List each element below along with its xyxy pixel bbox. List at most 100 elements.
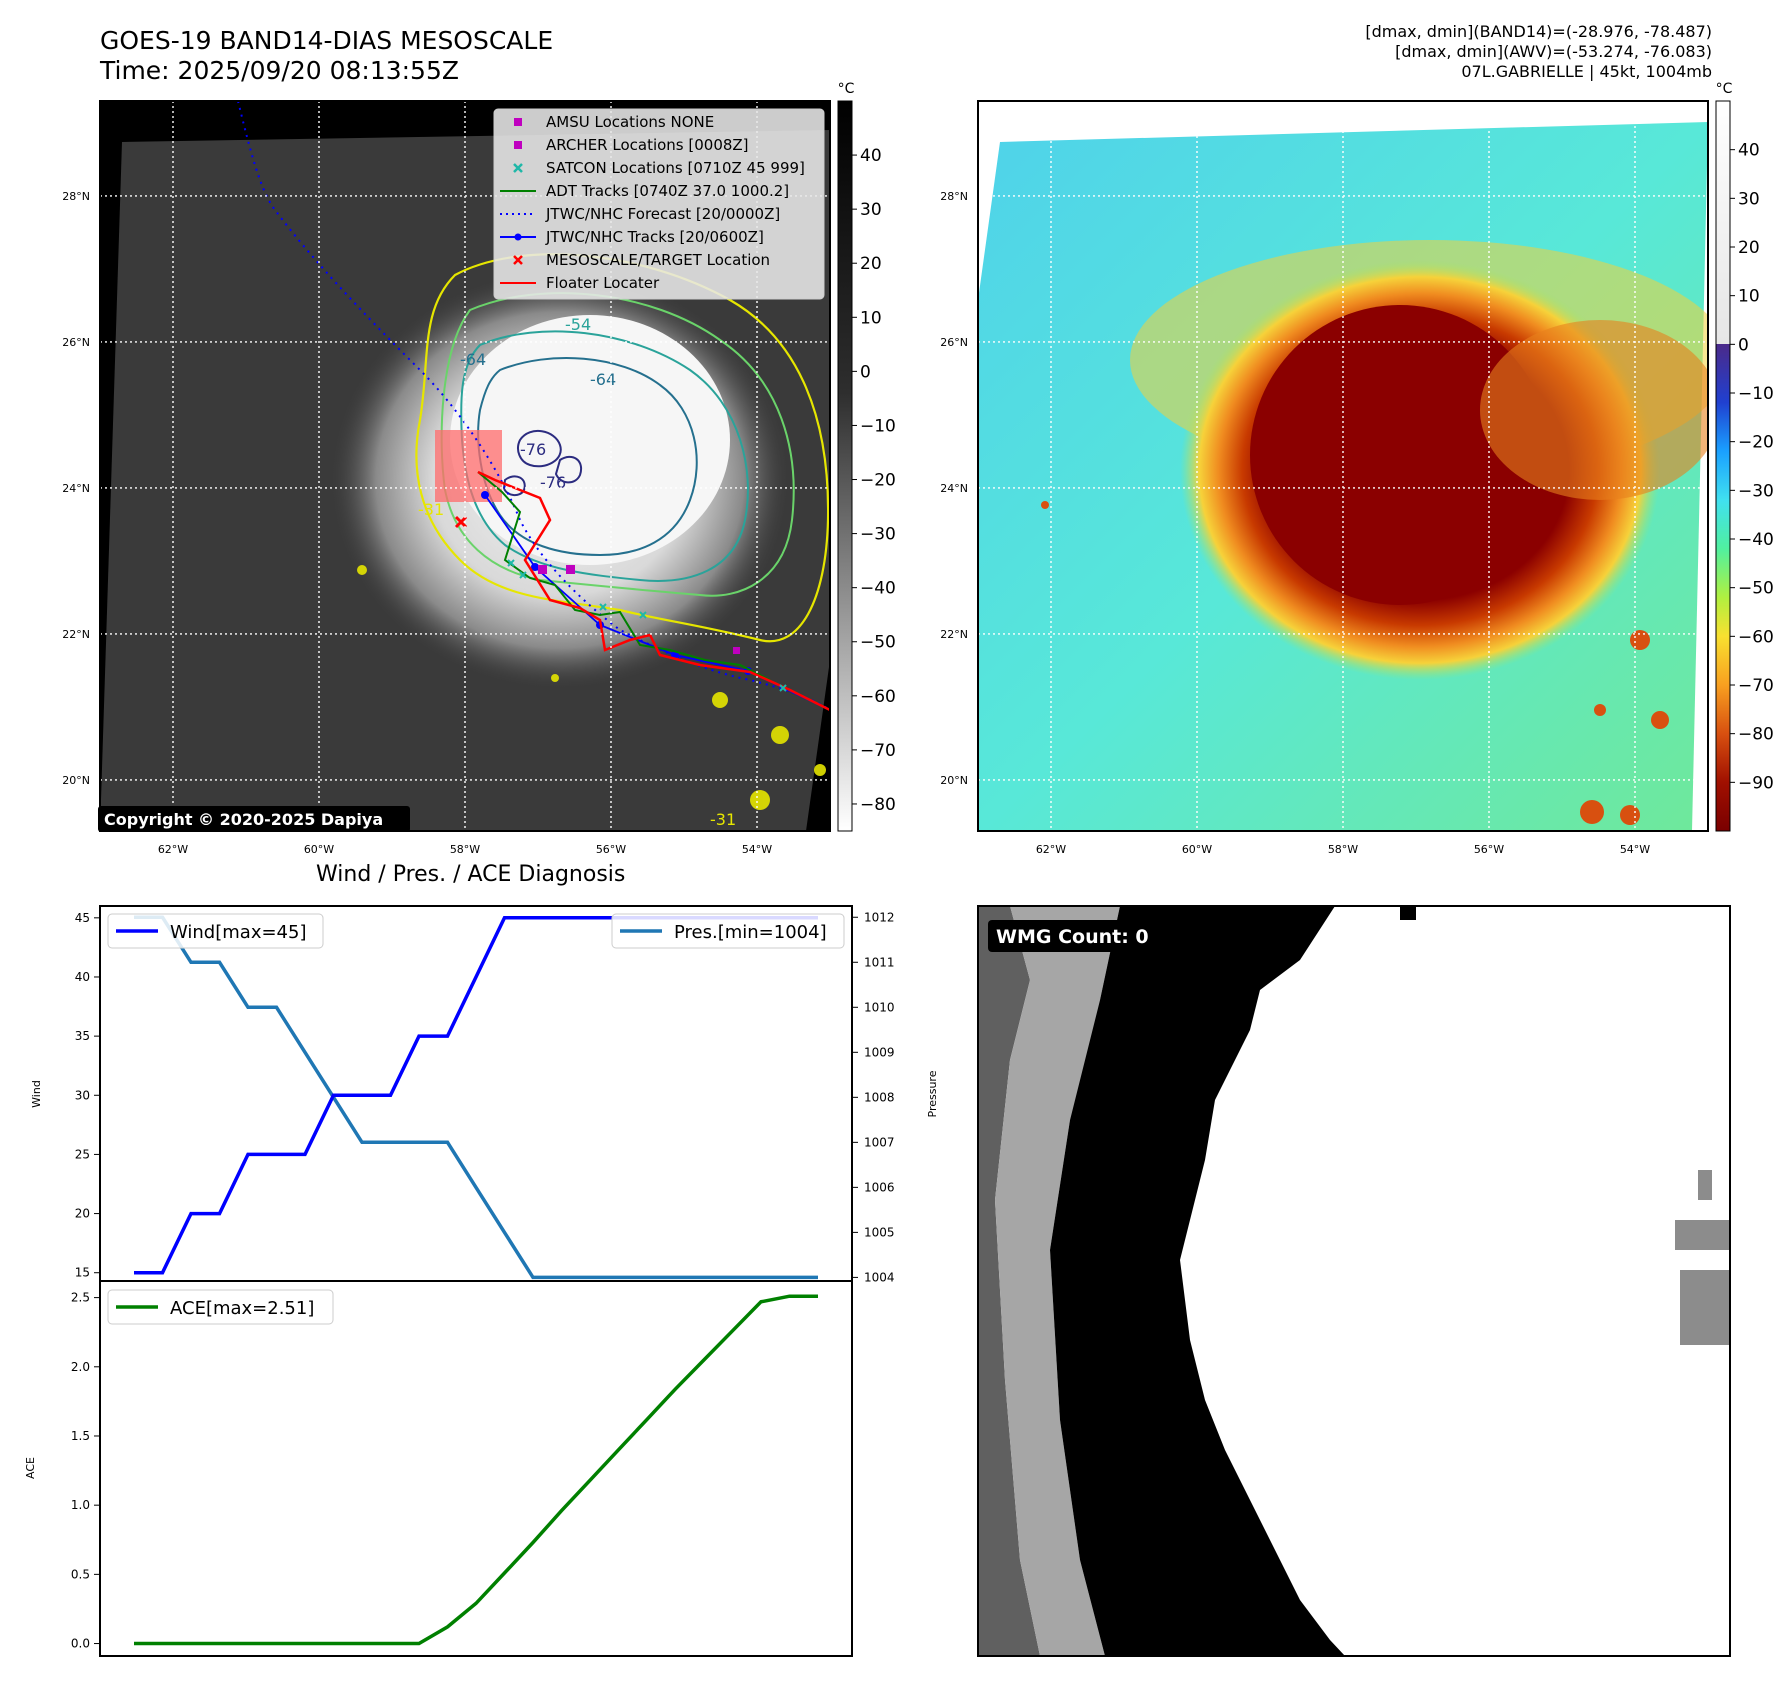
contour-minus64 xyxy=(477,357,698,557)
colorbar-tick-label: −60 xyxy=(1738,627,1774,647)
contour-label: -54 xyxy=(565,315,591,334)
lon-tick-label: 62°W xyxy=(158,843,188,856)
contour-label: -64 xyxy=(460,350,486,369)
lon-tick-label: 56°W xyxy=(1474,843,1504,856)
y-tick-label: 1005 xyxy=(864,1225,895,1239)
awv-panel-frame xyxy=(977,100,1709,832)
lat-tick-label: 24°N xyxy=(62,482,90,495)
lat-tick-label: 20°N xyxy=(62,774,90,787)
legend-marker-dot xyxy=(514,233,522,241)
colorbar-tick-label: −50 xyxy=(1738,579,1774,599)
ir-colorbar: °C 40 30 20 10 0 −10 −20 −30 −40 −50 −60 −70 −80 xyxy=(837,81,896,832)
colorbar-tick-label: 40 xyxy=(860,146,882,166)
colorbar-tick-label: 20 xyxy=(1738,238,1760,258)
ace-axis-label: ACE xyxy=(24,1457,37,1479)
pressure-series-line xyxy=(134,915,818,1280)
scattered-convection xyxy=(357,565,826,810)
colorbar-tick-label: 30 xyxy=(1738,189,1760,209)
meta-band14-range: [dmax, dmin](BAND14)=(-28.976, -78.487) xyxy=(1365,22,1712,41)
meta-storm-info: 07L.GABRIELLE | 45kt, 1004mb xyxy=(1461,62,1712,81)
copyright-background xyxy=(98,806,410,832)
lon-tick-label: 54°W xyxy=(1620,843,1650,856)
storm-cold-core xyxy=(450,315,730,565)
ace-legend: ACE[max=2.51] xyxy=(107,1289,334,1325)
lat-tick-label: 20°N xyxy=(940,774,968,787)
wmg-fragment xyxy=(1400,906,1416,920)
lat-tick-label: 24°N xyxy=(940,482,968,495)
colorbar-tick-label: −40 xyxy=(1738,530,1774,550)
y-tick-label: 0.0 xyxy=(71,1637,90,1651)
ir-colorbar-strip xyxy=(837,100,853,832)
awv-lat-tick-labels: 20°N 22°N 24°N 26°N 28°N xyxy=(940,190,968,787)
lon-tick-label: 54°W xyxy=(742,843,772,856)
colorbar-tick-label: −70 xyxy=(1738,676,1774,696)
ace-frame xyxy=(99,1280,853,1657)
colorbar-tick-label: −30 xyxy=(860,525,896,545)
pressure-legend: Pres.[min=1004] xyxy=(611,913,845,949)
wind-axis-label: Wind xyxy=(30,1080,43,1108)
lat-tick-label: 22°N xyxy=(62,628,90,641)
wind-legend: Wind[max=45] xyxy=(107,913,324,949)
mesoscale-target-marker xyxy=(454,515,468,529)
colorbar-tick-label: 20 xyxy=(860,254,882,274)
contour-label: -76 xyxy=(540,473,566,492)
y-tick-label: 1010 xyxy=(864,1000,895,1014)
lon-tick-label: 58°W xyxy=(450,843,480,856)
pressure-axis-label: Pressure xyxy=(926,1070,939,1117)
legend-marker-square xyxy=(514,118,522,126)
pressure-legend-label: Pres.[min=1004] xyxy=(674,922,827,943)
lon-tick-label: 60°W xyxy=(1182,843,1212,856)
y-tick-label: 45 xyxy=(75,911,90,925)
ir-panel: -54 -64 -64 -76 -76 -31 -31 20°N 22°N 24°N… xyxy=(62,81,896,856)
legend-entry-label: MESOSCALE/TARGET Location xyxy=(546,251,770,269)
colorbar-tick-label: −20 xyxy=(860,471,896,491)
wmg-count-badge xyxy=(988,920,1168,952)
lon-tick-label: 56°W xyxy=(596,843,626,856)
ir-legend: AMSU Locations NONE ARCHER Locations [000… xyxy=(493,108,825,300)
satcon-locations xyxy=(507,559,787,692)
legend-entry-label: ADT Tracks [0740Z 37.0 1000.2] xyxy=(546,182,789,200)
colorbar-tick-label: −50 xyxy=(860,633,896,653)
wmg-panel: WMG Count: 0 xyxy=(977,905,1731,1657)
storm-metadata: [dmax, dmin](BAND14)=(-28.976, -78.487) … xyxy=(1365,22,1712,82)
colorbar-tick-label: 40 xyxy=(1738,141,1760,161)
meta-awv-range: [dmax, dmin](AWV)=(-53.274, -76.083) xyxy=(1395,42,1712,61)
awv-colorbar: °C 40 30 20 10 0 −10 −20 −30 −40 −50 −60 −70 −80 −90 xyxy=(1715,81,1774,832)
y-tick-label: 1011 xyxy=(864,955,895,969)
colorbar-tick-label: −30 xyxy=(1738,481,1774,501)
y-tick-label: 1006 xyxy=(864,1180,895,1194)
ace-series-line xyxy=(134,1294,818,1646)
colorbar-tick-label: 10 xyxy=(860,308,882,328)
lat-tick-label: 28°N xyxy=(62,190,90,203)
y-tick-label: 30 xyxy=(75,1088,90,1102)
y-tick-label: 25 xyxy=(75,1147,90,1161)
y-tick-label: 20 xyxy=(75,1207,90,1221)
awv-colorbar-negative xyxy=(1716,344,1730,831)
wmg-fragment xyxy=(1680,1270,1730,1345)
wmg-count-label: WMG Count: 0 xyxy=(996,926,1149,948)
awv-colorbar-unit: °C xyxy=(1716,81,1733,97)
pressure-legend-box xyxy=(611,913,845,949)
colorbar-tick-label: −10 xyxy=(860,416,896,436)
contour-label: -64 xyxy=(590,370,616,389)
y-tick-label: 0.5 xyxy=(71,1567,90,1581)
y-tick-label: 1.5 xyxy=(71,1429,90,1443)
contour-label: -31 xyxy=(418,500,444,519)
copyright-text: Copyright © 2020-2025 Dapiya xyxy=(104,810,383,829)
wmg-band-black xyxy=(1050,906,1345,1656)
legend-entry-label: JTWC/NHC Forecast [20/0000Z] xyxy=(545,205,780,223)
y-tick-label: 1.0 xyxy=(71,1498,90,1512)
colorbar-tick-label: 30 xyxy=(860,200,882,220)
y-tick-label: 1007 xyxy=(864,1135,895,1149)
figure-title: GOES-19 BAND14-DIAS MESOSCALE Time: 2025… xyxy=(100,26,553,86)
colorbar-tick-label: −40 xyxy=(860,579,896,599)
ir-lat-tick-labels: 20°N 22°N 24°N 26°N 28°N xyxy=(62,190,90,787)
y-tick-label: 1008 xyxy=(864,1090,895,1104)
colorbar-tick-label: −10 xyxy=(1738,384,1774,404)
colorbar-tick-label: −80 xyxy=(1738,725,1774,745)
ace-ticks: 0.0 0.5 1.0 1.5 2.0 2.5 xyxy=(71,1291,100,1651)
ir-lon-tick-labels: 62°W 60°W 58°W 56°W 54°W xyxy=(158,843,772,856)
ir-panel-frame xyxy=(99,100,831,832)
